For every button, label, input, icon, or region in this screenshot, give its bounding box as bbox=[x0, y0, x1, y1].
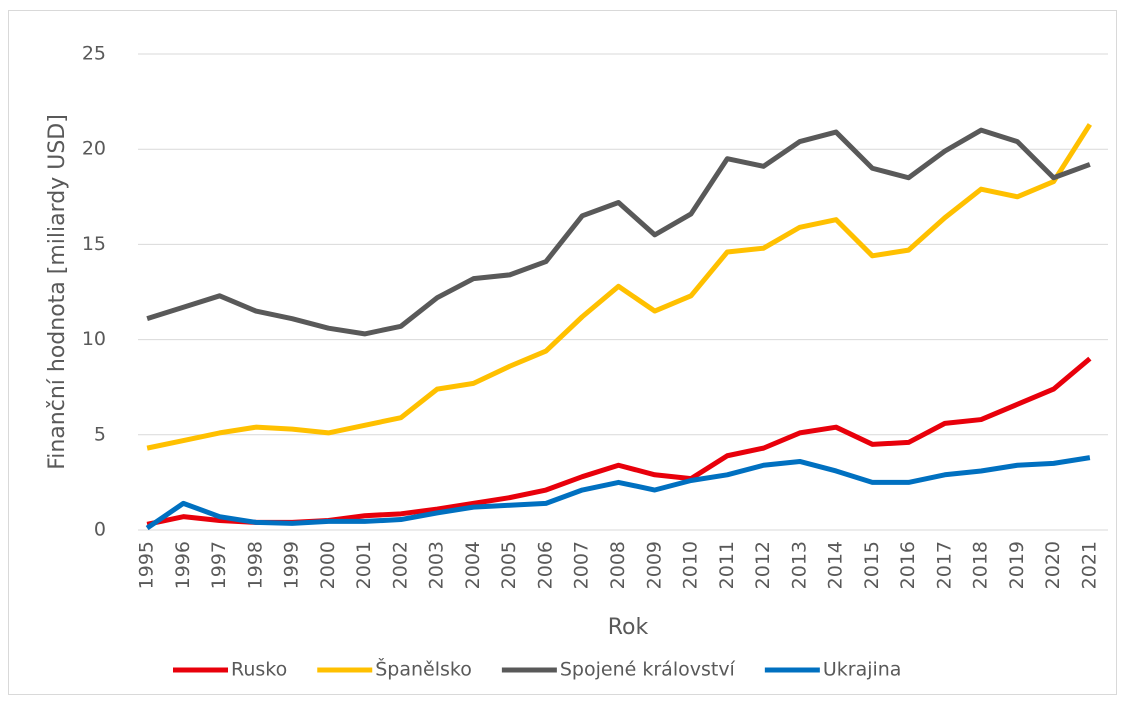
x-tick-label: 2010 bbox=[680, 541, 702, 589]
x-tick-label: 2021 bbox=[1078, 541, 1100, 589]
x-tick-label: 2005 bbox=[498, 541, 520, 589]
y-tick-label: 0 bbox=[94, 519, 106, 541]
x-tick-label: 1997 bbox=[208, 541, 230, 589]
y-tick-label: 15 bbox=[82, 233, 106, 255]
y-tick-label: 25 bbox=[82, 43, 106, 65]
x-tick-label: 2001 bbox=[353, 541, 375, 589]
x-tick-label: 1996 bbox=[172, 541, 194, 589]
series-line bbox=[146, 123, 1092, 451]
x-tick-label: 2008 bbox=[607, 541, 629, 589]
x-tick-label: 2012 bbox=[752, 541, 774, 589]
series-line bbox=[145, 455, 1091, 531]
x-tick-label: 2000 bbox=[317, 541, 339, 589]
x-tick-label: 2003 bbox=[426, 541, 448, 589]
x-axis-label: Rok bbox=[608, 615, 649, 640]
x-tick-label: 2011 bbox=[716, 541, 738, 589]
x-tick-label: 2002 bbox=[389, 541, 411, 589]
x-tick-label: 2009 bbox=[643, 541, 665, 589]
y-tick-label: 20 bbox=[82, 138, 106, 160]
y-axis-label: Finanční hodnota [miliardy USD] bbox=[45, 114, 70, 470]
x-tick-label: 1998 bbox=[244, 541, 266, 589]
legend-label: Ukrajina bbox=[823, 659, 902, 681]
legend-label: Španělsko bbox=[375, 657, 472, 681]
x-tick-label: 2016 bbox=[897, 541, 919, 589]
x-tick-label: 2020 bbox=[1042, 541, 1064, 589]
x-tick-label: 2014 bbox=[825, 541, 847, 589]
legend-label: Spojené království bbox=[560, 659, 736, 681]
series-line bbox=[146, 127, 1091, 337]
x-tick-label: 2007 bbox=[571, 541, 593, 589]
x-tick-label: 1999 bbox=[281, 541, 303, 589]
x-tick-label: 2017 bbox=[933, 541, 955, 589]
x-tick-label: 1995 bbox=[136, 541, 158, 589]
x-tick-label: 2013 bbox=[788, 541, 810, 589]
x-tick-label: 2015 bbox=[861, 541, 883, 589]
x-tick-label: 2018 bbox=[970, 541, 992, 589]
x-tick-label: 2006 bbox=[534, 541, 556, 589]
legend-label: Rusko bbox=[231, 659, 287, 681]
y-tick-label: 10 bbox=[82, 328, 106, 350]
chart-frame bbox=[8, 10, 1117, 695]
y-tick-label: 5 bbox=[94, 423, 106, 445]
x-tick-label: 2019 bbox=[1006, 541, 1028, 589]
x-tick-label: 2004 bbox=[462, 541, 484, 589]
